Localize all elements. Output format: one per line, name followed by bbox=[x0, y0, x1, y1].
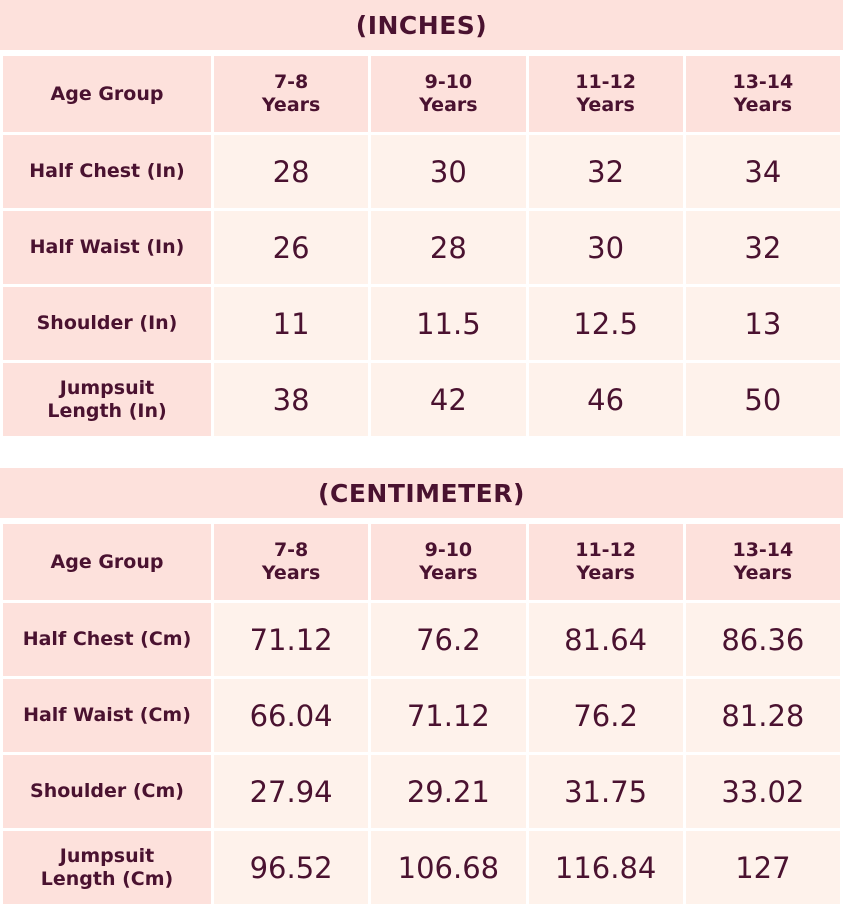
row-label: Half Chest (Cm) bbox=[0, 600, 214, 679]
table-cell: 32 bbox=[525, 132, 686, 211]
age-unit: Years bbox=[733, 562, 793, 584]
table-cell: 27.94 bbox=[210, 752, 372, 831]
table-row: Half Chest (In) 28 30 32 34 bbox=[0, 132, 843, 211]
table-cell: 96.52 bbox=[210, 828, 372, 907]
table-cell: 106.68 bbox=[368, 828, 529, 907]
age-group-label: Age Group bbox=[0, 521, 214, 603]
table-cell: 76.2 bbox=[368, 600, 529, 679]
table-cell: 32 bbox=[682, 208, 843, 287]
table-cell: 116.84 bbox=[525, 828, 686, 907]
table-cell: 11 bbox=[210, 284, 372, 363]
size-table-centimeter: Age Group 7-8 Years 9-10 Years 11-12 Years … bbox=[0, 521, 843, 907]
table-row: Half Waist (In) 26 28 30 32 bbox=[0, 208, 843, 287]
section-title: (INCHES) bbox=[0, 0, 843, 50]
table-cell: 50 bbox=[682, 360, 843, 439]
table-cell: 12.5 bbox=[525, 284, 686, 363]
table-cell: 81.64 bbox=[525, 600, 686, 679]
table-cell: 71.12 bbox=[368, 676, 529, 755]
age-range: 9-10 bbox=[424, 71, 473, 93]
age-unit: Years bbox=[733, 94, 793, 116]
age-unit: Years bbox=[261, 94, 321, 116]
age-unit: Years bbox=[576, 94, 635, 116]
column-header: 13-14 Years bbox=[682, 53, 843, 135]
row-label-text: Jumpsuit bbox=[59, 376, 155, 399]
age-range: 11-12 bbox=[575, 71, 637, 93]
inches-section: (INCHES) Age Group 7-8 Years 9-10 Years 11… bbox=[0, 0, 843, 439]
column-header: 9-10 Years bbox=[368, 53, 529, 135]
row-label: Jumpsuit Length (Cm) bbox=[0, 828, 214, 907]
row-label: Half Chest (In) bbox=[0, 132, 214, 211]
age-range: 9-10 bbox=[424, 539, 473, 561]
table-cell: 26 bbox=[210, 208, 372, 287]
table-row: Half Waist (Cm) 66.04 71.12 76.2 81.28 bbox=[0, 676, 843, 755]
table-cell: 66.04 bbox=[210, 676, 372, 755]
table-cell: 13 bbox=[682, 284, 843, 363]
row-label-text: Half Waist (In) bbox=[29, 236, 185, 258]
table-row: Jumpsuit Length (Cm) 96.52 106.68 116.84 … bbox=[0, 828, 843, 907]
table-cell: 81.28 bbox=[682, 676, 843, 755]
row-label: Half Waist (In) bbox=[0, 208, 214, 287]
centimeter-section: (CENTIMETER) Age Group 7-8 Years 9-10 Year… bbox=[0, 468, 843, 907]
column-header: 7-8 Years bbox=[210, 521, 372, 603]
age-unit: Years bbox=[419, 94, 478, 116]
table-header-row: Age Group 7-8 Years 9-10 Years 11-12 Years … bbox=[0, 521, 843, 603]
table-cell: 31.75 bbox=[525, 752, 686, 831]
table-cell: 30 bbox=[368, 132, 529, 211]
age-group-label: Age Group bbox=[0, 53, 214, 135]
age-unit: Years bbox=[576, 562, 635, 584]
column-header: 11-12 Years bbox=[525, 53, 686, 135]
table-cell: 28 bbox=[210, 132, 372, 211]
table-cell: 42 bbox=[368, 360, 529, 439]
column-header: 7-8 Years bbox=[210, 53, 372, 135]
row-label-text: Shoulder (In) bbox=[36, 312, 178, 334]
row-label: Half Waist (Cm) bbox=[0, 676, 214, 755]
table-cell: 11.5 bbox=[368, 284, 529, 363]
age-range: 11-12 bbox=[575, 539, 637, 561]
row-label-text: Half Chest (Cm) bbox=[22, 628, 192, 650]
column-header: 13-14 Years bbox=[682, 521, 843, 603]
table-cell: 38 bbox=[210, 360, 372, 439]
table-cell: 28 bbox=[368, 208, 529, 287]
table-cell: 30 bbox=[525, 208, 686, 287]
table-row: Shoulder (Cm) 27.94 29.21 31.75 33.02 bbox=[0, 752, 843, 831]
table-row: Jumpsuit Length (In) 38 42 46 50 bbox=[0, 360, 843, 439]
table-row: Shoulder (In) 11 11.5 12.5 13 bbox=[0, 284, 843, 363]
row-label-text: Length (Cm) bbox=[40, 867, 174, 890]
column-header: 9-10 Years bbox=[368, 521, 529, 603]
row-label-text: Half Waist (Cm) bbox=[23, 704, 191, 726]
age-unit: Years bbox=[419, 562, 478, 584]
row-label-text: Length (In) bbox=[47, 399, 167, 422]
table-header-row: Age Group 7-8 Years 9-10 Years 11-12 Years … bbox=[0, 53, 843, 135]
table-cell: 71.12 bbox=[210, 600, 372, 679]
table-cell: 34 bbox=[682, 132, 843, 211]
table-cell: 127 bbox=[682, 828, 843, 907]
row-label: Shoulder (Cm) bbox=[0, 752, 214, 831]
table-cell: 33.02 bbox=[682, 752, 843, 831]
age-range: 13-14 bbox=[732, 71, 794, 93]
age-unit: Years bbox=[261, 562, 321, 584]
table-cell: 46 bbox=[525, 360, 686, 439]
column-header: 11-12 Years bbox=[525, 521, 686, 603]
table-cell: 86.36 bbox=[682, 600, 843, 679]
age-range: 13-14 bbox=[732, 539, 794, 561]
section-title: (CENTIMETER) bbox=[0, 468, 843, 518]
table-row: Half Chest (Cm) 71.12 76.2 81.64 86.36 bbox=[0, 600, 843, 679]
age-range: 7-8 bbox=[273, 71, 309, 93]
age-range: 7-8 bbox=[273, 539, 309, 561]
size-table-inches: Age Group 7-8 Years 9-10 Years 11-12 Years … bbox=[0, 53, 843, 439]
table-cell: 29.21 bbox=[368, 752, 529, 831]
row-label-text: Half Chest (In) bbox=[29, 160, 185, 182]
table-cell: 76.2 bbox=[525, 676, 686, 755]
row-label-text: Jumpsuit bbox=[59, 844, 155, 867]
row-label-text: Shoulder (Cm) bbox=[30, 780, 184, 802]
row-label: Shoulder (In) bbox=[0, 284, 214, 363]
row-label: Jumpsuit Length (In) bbox=[0, 360, 214, 439]
